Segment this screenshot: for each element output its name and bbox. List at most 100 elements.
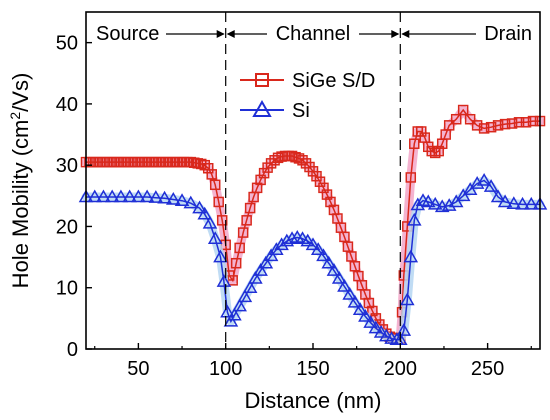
series-si [78, 172, 548, 346]
data-point [206, 169, 217, 180]
data-point [284, 231, 300, 244]
x-tick-label: 150 [296, 358, 329, 380]
arrow-head [216, 30, 225, 38]
x-tick-label: 100 [209, 358, 242, 380]
region-label-channel: Channel [276, 23, 351, 45]
data-point [337, 278, 352, 292]
data-point [368, 320, 384, 334]
data-point [455, 188, 471, 202]
data-point [269, 155, 280, 166]
data-point [448, 194, 464, 208]
data-point [192, 200, 207, 214]
data-point [197, 206, 213, 220]
data-point [409, 138, 420, 149]
data-point [499, 118, 511, 130]
arrow-head [401, 30, 410, 38]
data-point [367, 305, 378, 317]
data-point [464, 113, 476, 125]
data-point [202, 162, 214, 174]
data-point [242, 280, 258, 293]
x-tick-label: 200 [384, 358, 417, 380]
y-tick-label: 50 [56, 33, 78, 55]
data-point [311, 170, 322, 182]
data-point [216, 274, 232, 287]
data-point [406, 212, 422, 226]
data-point [202, 215, 218, 229]
data-point [274, 237, 289, 251]
data-point [325, 196, 336, 208]
data-point [326, 263, 342, 276]
data-point [358, 309, 373, 322]
data-point [457, 104, 469, 116]
data-point [314, 176, 326, 187]
data-point [441, 198, 457, 211]
data-point [520, 117, 532, 128]
data-layer [78, 104, 548, 346]
data-point [506, 118, 518, 129]
legend-entry-sige: SiGe S/D [240, 70, 375, 92]
data-point [483, 179, 499, 192]
data-point [272, 152, 284, 164]
data-point [237, 227, 249, 238]
data-point [220, 304, 235, 318]
data-point [373, 324, 389, 338]
data-point [241, 215, 252, 226]
legend: SiGe S/D Si [240, 70, 375, 122]
data-point [426, 145, 437, 157]
data-point [248, 271, 263, 284]
data-point [209, 179, 221, 191]
legend-label-sige: SiGe S/D [292, 70, 375, 92]
data-point [352, 302, 368, 316]
data-point [207, 231, 223, 244]
data-point [139, 189, 155, 203]
data-point [363, 297, 375, 309]
data-point [148, 190, 164, 203]
data-point [347, 294, 363, 308]
data-point [513, 117, 525, 128]
data-point [255, 174, 266, 186]
data-point [429, 147, 441, 159]
data-point [157, 190, 172, 204]
y-tick-label: 10 [56, 278, 78, 300]
y-tick-label: 0 [67, 339, 78, 361]
region-label-source: Source [96, 23, 159, 45]
data-point [450, 113, 462, 125]
data-point [300, 158, 312, 169]
data-point [478, 123, 490, 134]
data-point [230, 257, 242, 269]
legend-marker-square [255, 73, 269, 87]
data-point [286, 150, 298, 162]
y-tick-label: 20 [56, 216, 78, 238]
data-point [396, 323, 412, 336]
data-point [403, 249, 419, 263]
legend-label-si: Si [292, 100, 310, 122]
data-point [476, 172, 492, 186]
data-point [342, 286, 357, 300]
data-point [297, 155, 308, 166]
y-tick-label: 40 [56, 94, 78, 116]
data-point [263, 248, 279, 262]
data-point [399, 292, 415, 306]
data-point [253, 263, 268, 276]
data-point [251, 182, 263, 194]
data-point [420, 194, 436, 208]
data-point [290, 151, 301, 163]
y-axis-title-superscript: 2 [7, 112, 23, 120]
boundary-layer [225, 12, 401, 349]
data-point [427, 196, 443, 210]
data-point [321, 255, 337, 269]
data-point [497, 194, 513, 208]
data-point [183, 195, 199, 209]
data-point [279, 233, 295, 247]
data-point [316, 248, 331, 262]
data-point [113, 189, 129, 203]
arrow-head [226, 30, 235, 38]
data-point [485, 121, 497, 133]
data-point [310, 242, 326, 255]
data-point [199, 159, 210, 171]
data-point [213, 196, 224, 208]
data-point [300, 233, 316, 247]
x-tick-label: 250 [471, 358, 504, 380]
